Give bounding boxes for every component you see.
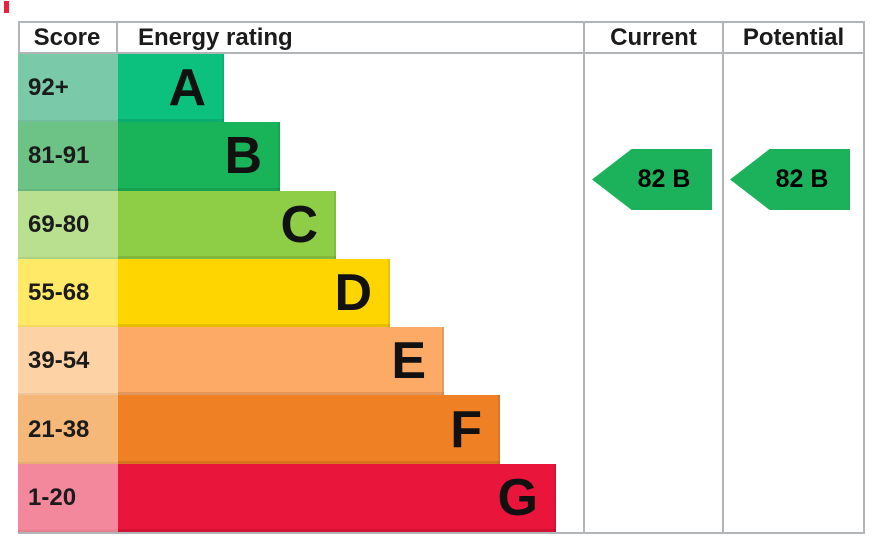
potential-column-divider xyxy=(722,21,724,534)
rating-letter: F xyxy=(450,400,482,459)
score-range-label: 81-91 xyxy=(28,142,90,170)
score-range-label: 69-80 xyxy=(28,210,90,238)
score-range-label: 39-54 xyxy=(28,347,90,375)
rating-band-row-e: 39-54 E xyxy=(18,327,865,396)
score-cell: 39-54 xyxy=(18,327,118,396)
rating-table: Score Energy rating Current Potential 92… xyxy=(18,21,865,534)
rating-band-row-d: 55-68 D xyxy=(18,258,865,328)
rating-bar-g: G xyxy=(118,463,556,532)
rating-bar-c: C xyxy=(118,190,336,259)
rating-bar-f: F xyxy=(118,395,500,464)
rating-bar-b: B xyxy=(118,122,280,191)
score-cell: 55-68 xyxy=(18,258,118,328)
score-range-label: 21-38 xyxy=(28,415,90,443)
score-range-label: 1-20 xyxy=(28,483,77,511)
score-header: Score xyxy=(33,23,101,51)
rating-letter: G xyxy=(497,468,538,527)
potential-header: Potential xyxy=(742,23,845,51)
rating-band-row-f: 21-38 F xyxy=(18,395,865,464)
rating-letter: C xyxy=(280,195,318,254)
score-cell: 69-80 xyxy=(18,190,118,259)
rating-band-rows: 92+ A 81-91 B 69-80 C 55-68 D 39-54 E xyxy=(18,54,865,532)
table-top-border xyxy=(18,21,865,23)
score-cell: 92+ xyxy=(18,54,118,123)
rating-band-row-g: 1-20 G xyxy=(18,463,865,532)
rating-letter: B xyxy=(224,127,262,186)
rating-band-row-a: 92+ A xyxy=(18,54,865,123)
header-left-border xyxy=(18,21,20,52)
table-bottom-border xyxy=(18,532,865,534)
score-cell: 1-20 xyxy=(18,463,118,532)
score-cell: 21-38 xyxy=(18,395,118,464)
energy-rating-header: Energy rating xyxy=(138,23,293,51)
score-range-label: 92+ xyxy=(28,74,69,102)
rating-band-row-b: 81-91 B xyxy=(18,122,865,191)
score-header-divider xyxy=(116,21,118,52)
rating-letter: A xyxy=(168,59,206,118)
rating-letter: E xyxy=(391,332,426,391)
table-right-border xyxy=(863,21,865,534)
current-header: Current xyxy=(610,23,697,51)
current-rating-label: 82 B xyxy=(637,165,691,193)
red-mark-artifact xyxy=(4,1,9,13)
rating-bar-e: E xyxy=(118,327,444,396)
potential-rating-label: 82 B xyxy=(775,165,829,193)
score-range-label: 55-68 xyxy=(28,278,90,306)
header-bottom-border xyxy=(18,52,865,54)
rating-letter: D xyxy=(334,263,372,322)
rating-bar-a: A xyxy=(118,54,224,123)
current-column-divider xyxy=(583,21,585,534)
rating-bar-d: D xyxy=(118,258,390,328)
rating-band-row-c: 69-80 C xyxy=(18,190,865,259)
score-cell: 81-91 xyxy=(18,122,118,191)
